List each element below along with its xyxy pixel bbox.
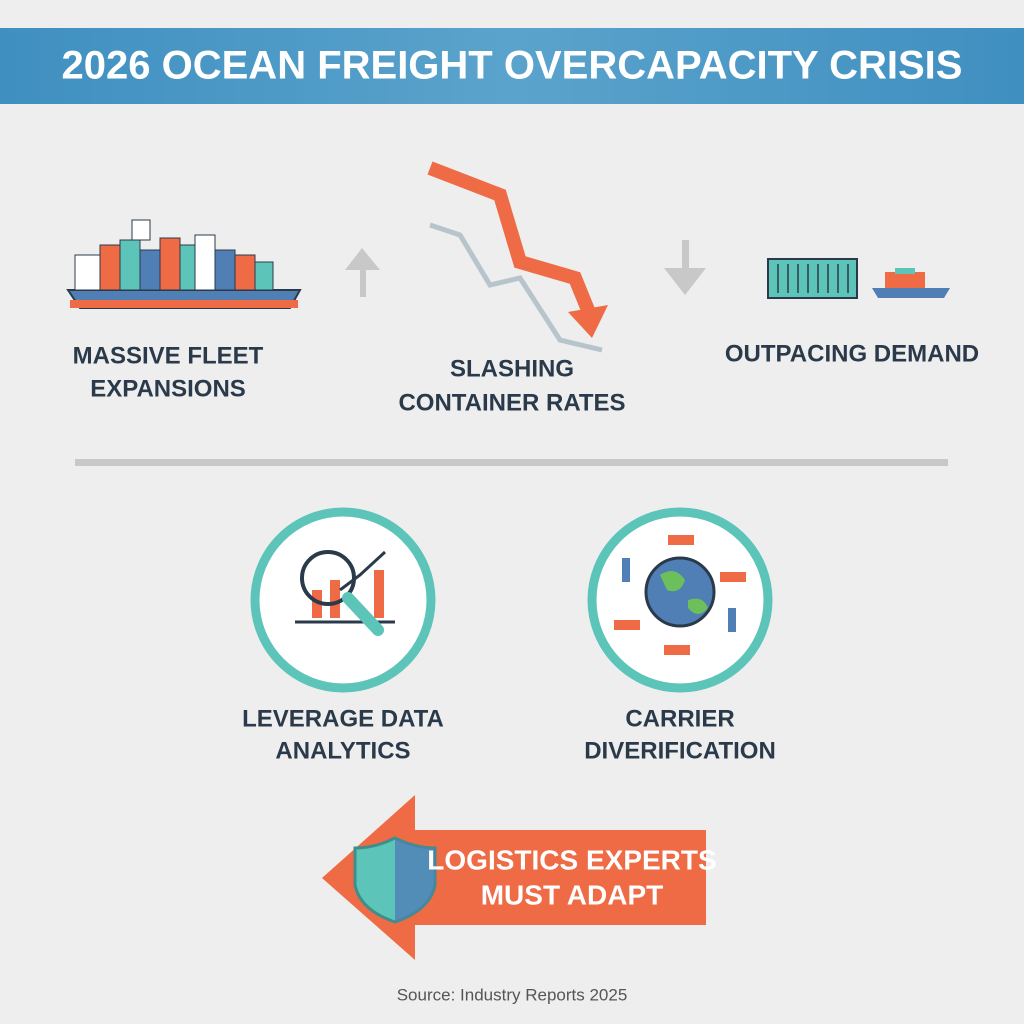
cause-label: OUTPACING DEMAND xyxy=(725,340,979,367)
small-ship-icon xyxy=(872,268,950,298)
rate-arrowhead xyxy=(568,305,608,338)
up-arrow xyxy=(345,248,380,297)
strategy-label: ANALYTICS xyxy=(275,737,410,764)
analytics-icon xyxy=(250,507,436,693)
strategy-label: DIVERIFICATION xyxy=(584,737,776,764)
strategy-label: CARRIER xyxy=(625,705,734,732)
cause-label: SLASHING xyxy=(450,355,574,382)
ship-icon xyxy=(66,219,302,309)
cause-label: CONTAINER RATES xyxy=(398,389,625,416)
callout-arrow xyxy=(322,795,706,960)
callout-text: LOGISTICS EXPERTS xyxy=(427,844,716,875)
divider xyxy=(75,459,948,466)
globe-icon xyxy=(587,507,773,693)
shield-half xyxy=(395,838,435,922)
title-bar xyxy=(0,28,1024,104)
rate-arrow xyxy=(427,161,595,313)
strategy-label: LEVERAGE DATA xyxy=(242,705,444,732)
cause-label: MASSIVE FLEET xyxy=(73,342,264,369)
title: 2026 OCEAN FREIGHT OVERCAPACITY CRISIS xyxy=(62,44,963,88)
down-arrow xyxy=(664,240,706,295)
source: Source: Industry Reports 2025 xyxy=(397,985,628,1004)
callout-text: MUST ADAPT xyxy=(481,879,664,910)
rate-line xyxy=(429,222,603,353)
container-icon xyxy=(767,258,858,299)
cause-label: EXPANSIONS xyxy=(90,375,246,402)
